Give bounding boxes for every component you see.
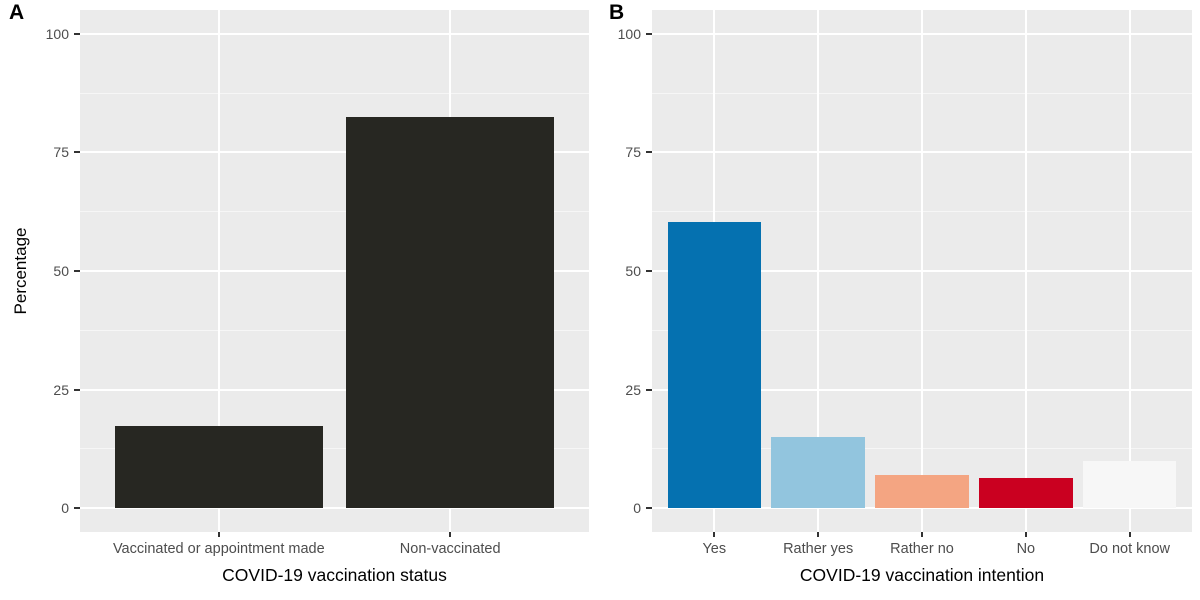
- y-tick-label: 25: [53, 381, 69, 398]
- minor-gridline: [80, 329, 589, 331]
- y-tick-mark: [646, 388, 652, 391]
- major-gridline: [80, 388, 589, 391]
- y-tick-label: 50: [625, 263, 641, 279]
- x-tick-label: Do not know: [1089, 541, 1170, 557]
- vertical-gridline: [1024, 10, 1027, 532]
- panel-b-vaccination-intention: B 0 25 50 75 100 Yes Rather yes Rather no No Do no…: [600, 0, 1200, 600]
- vertical-gridline: [817, 10, 820, 532]
- bar: [979, 478, 1073, 509]
- x-tick-label: Vaccinated or appointment made: [112, 541, 325, 557]
- major-gridline: [80, 32, 589, 35]
- x-tick-mark: [1024, 532, 1027, 537]
- x-tick-mark: [449, 532, 452, 537]
- major-gridline: [80, 507, 589, 510]
- y-tick-label: 75: [625, 144, 641, 161]
- vertical-gridline: [1128, 10, 1131, 532]
- y-tick-label: 0: [61, 500, 69, 517]
- panel-letter: B: [609, 1, 625, 24]
- plot-area: [80, 10, 589, 532]
- minor-gridline: [80, 92, 589, 94]
- y-tick-label: 50: [53, 263, 69, 279]
- vertical-gridline: [921, 10, 923, 532]
- x-tick-label: No: [1016, 541, 1036, 557]
- x-tick-mark: [1128, 532, 1131, 537]
- major-gridline: [80, 270, 589, 272]
- y-tick-mark: [646, 32, 652, 35]
- x-tick-label: Non-vaccinated: [399, 541, 501, 557]
- panel-a-vaccination-status: A Percentage 0 25 50 75 100 Vaccinated or appoi…: [9, 1, 589, 585]
- x-tick-mark: [817, 532, 820, 537]
- x-axis-title: COVID-19 vaccination status: [222, 565, 447, 585]
- y-tick-label: 75: [53, 144, 69, 161]
- x-tick-mark: [921, 532, 923, 537]
- bar: [771, 437, 865, 509]
- x-tick-label: Rather no: [890, 541, 954, 557]
- x-tick-label: Yes: [702, 541, 727, 557]
- y-tick-label: 0: [633, 500, 641, 517]
- minor-gridline: [80, 211, 589, 213]
- bar: [114, 426, 323, 509]
- plot-area: [652, 10, 1192, 532]
- major-gridline: [80, 151, 589, 154]
- y-tick-label: 25: [625, 381, 641, 398]
- x-tick-label: Rather yes: [783, 541, 854, 557]
- panel-letter: A: [9, 1, 25, 24]
- y-tick-label: 100: [45, 25, 69, 42]
- bar: [1082, 460, 1177, 509]
- bar: [667, 222, 762, 509]
- y-tick-mark: [646, 507, 652, 510]
- y-tick-mark: [74, 151, 80, 154]
- minor-gridline: [80, 448, 589, 450]
- y-tick-mark: [646, 151, 652, 154]
- bar: [875, 475, 969, 509]
- bar: [346, 116, 555, 509]
- y-tick-mark: [74, 507, 80, 510]
- y-tick-mark: [74, 270, 80, 272]
- y-tick-label: 100: [617, 25, 641, 42]
- y-tick-mark: [646, 270, 652, 272]
- y-tick-mark: [74, 32, 80, 35]
- y-tick-mark: [74, 388, 80, 391]
- x-axis-title: COVID-19 vaccination intention: [799, 565, 1045, 585]
- vertical-gridline: [217, 10, 220, 532]
- x-tick-mark: [713, 532, 716, 537]
- x-tick-mark: [217, 532, 220, 537]
